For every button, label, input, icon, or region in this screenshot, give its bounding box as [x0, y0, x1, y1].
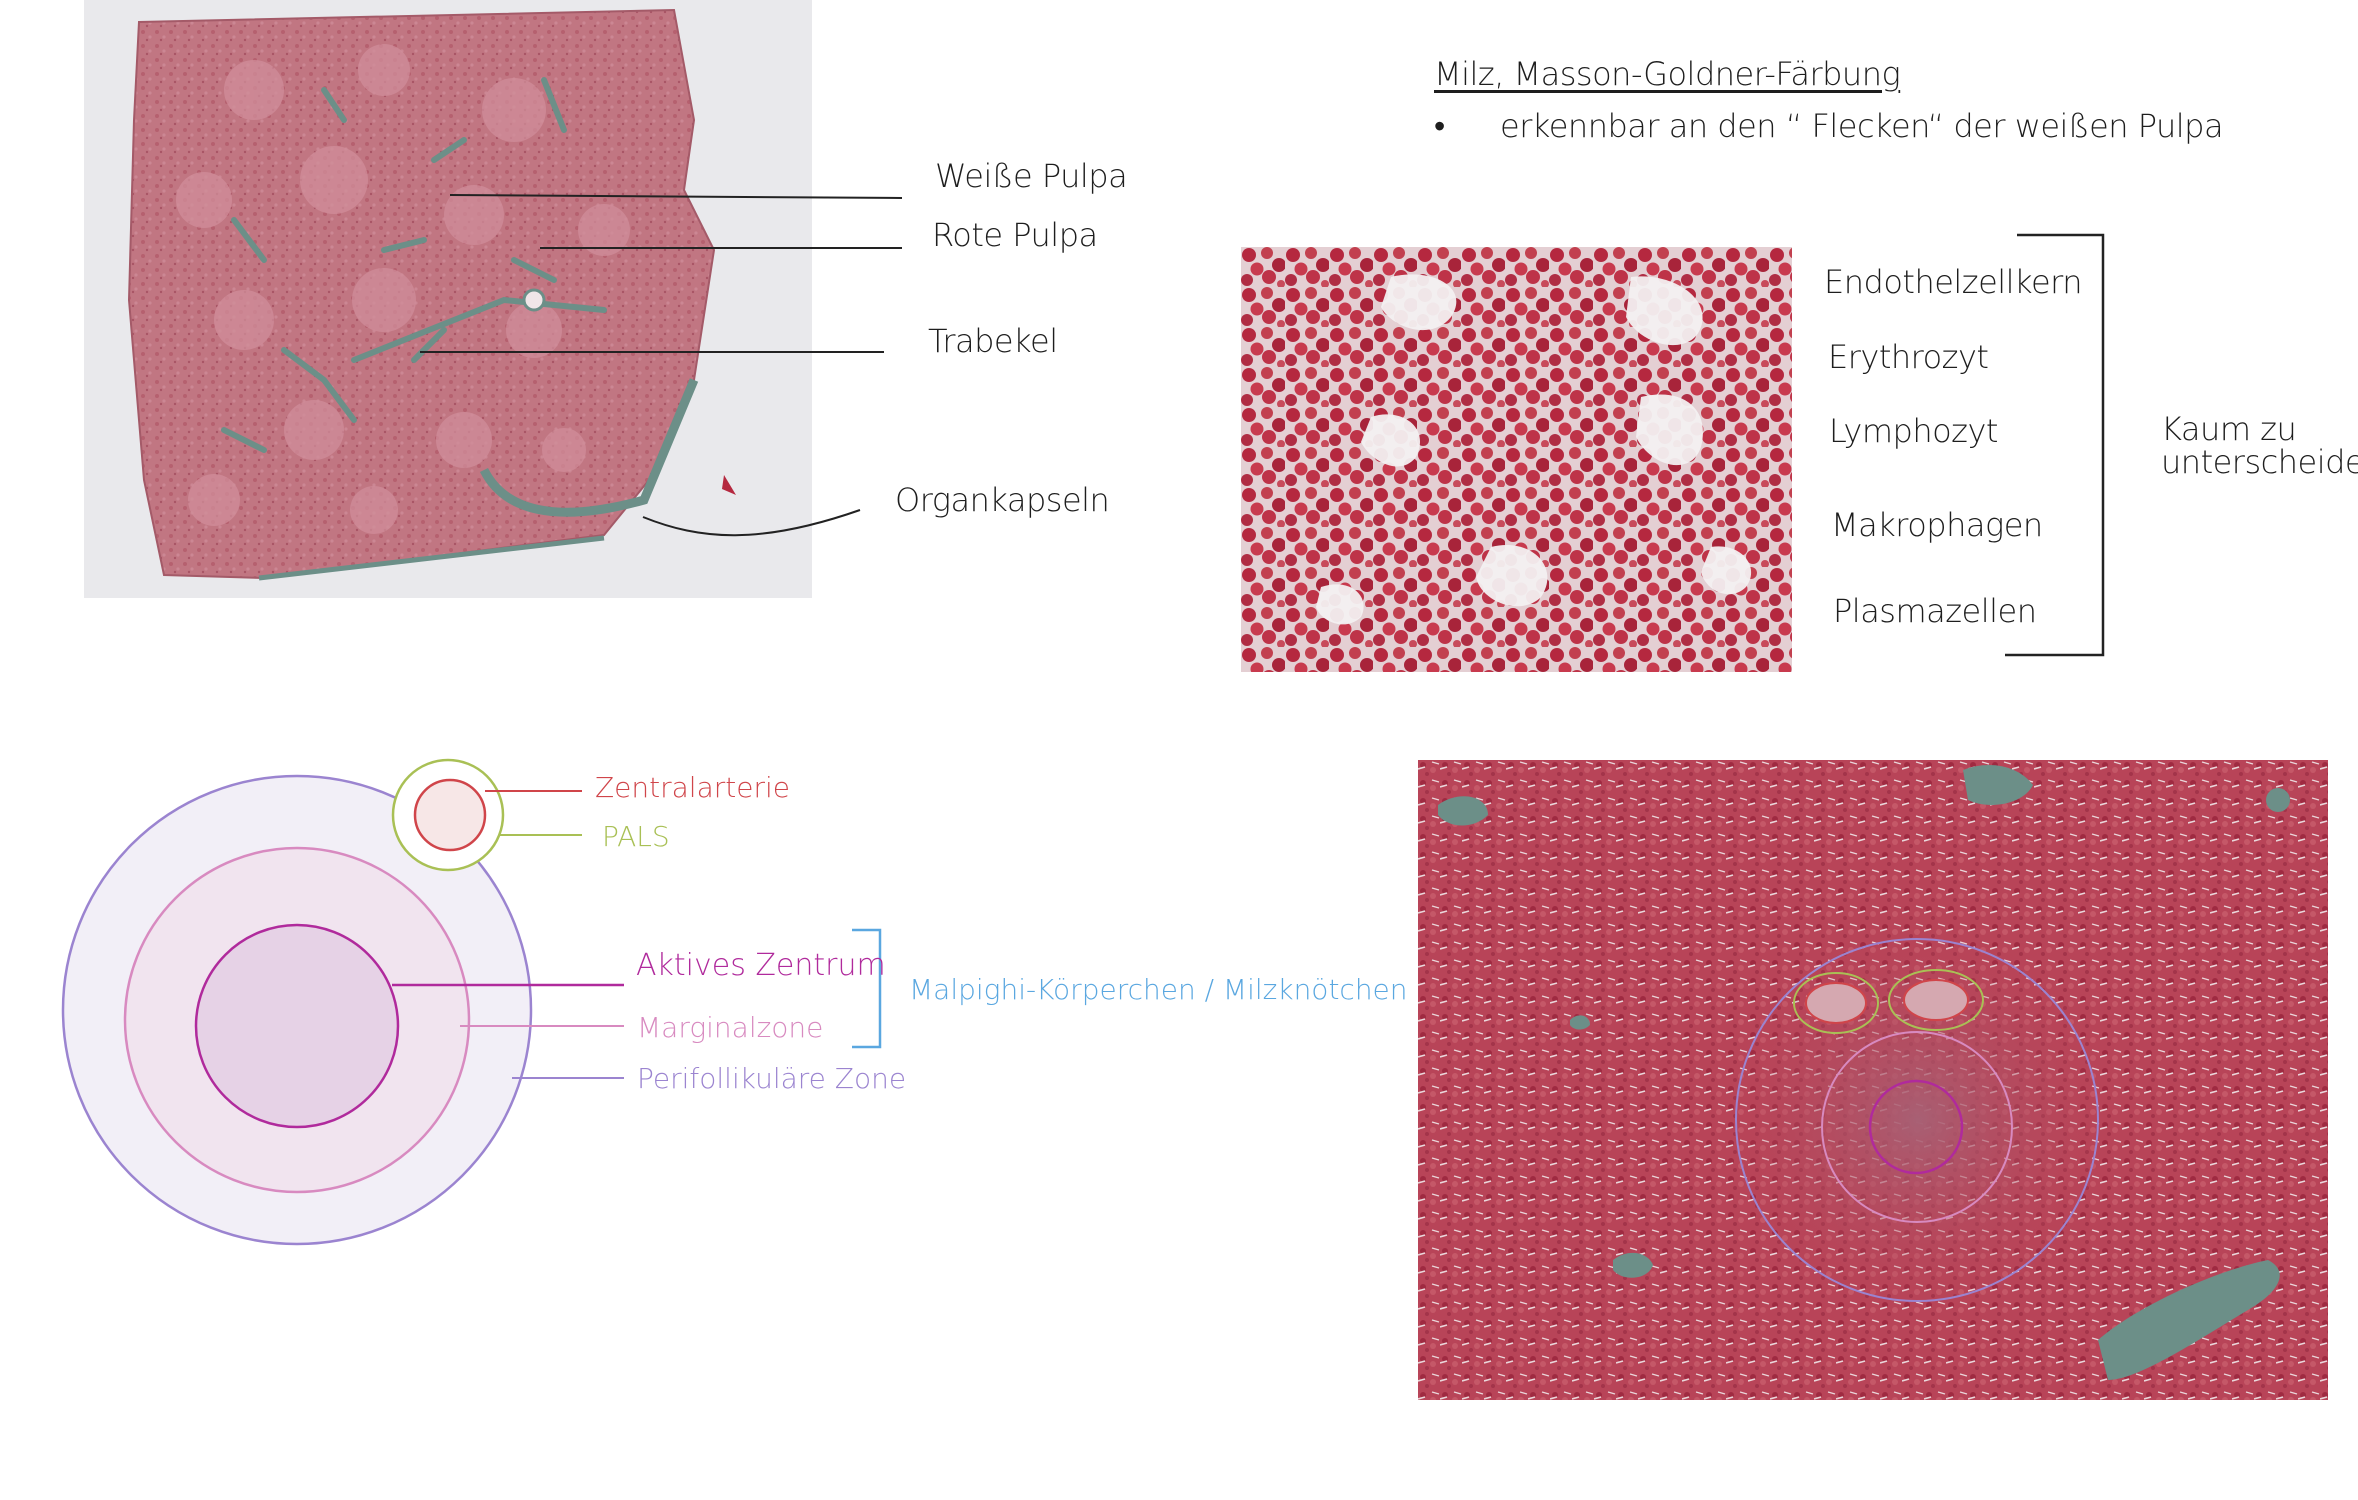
active-center-circle	[194, 923, 400, 1129]
page-title: Milz, Masson-Goldner-Färbung	[1434, 55, 1901, 93]
red-pulp-cells	[1241, 247, 1792, 672]
label-active-center: Aktives Zentrum	[636, 948, 886, 983]
label-trabecula: Trabekel	[928, 322, 1058, 360]
label-pals: PALS	[602, 820, 670, 853]
note-line1: Kaum zu	[2161, 410, 2297, 448]
spleen-overview-tissue	[127, 8, 736, 581]
cell-label-endothelial: Endothelzellkern	[1824, 263, 2083, 301]
cell-label-lymphocyte: Lymphozyt	[1829, 412, 1998, 450]
label-perifollicular-zone: Perifollikuläre Zone	[637, 1062, 907, 1095]
bullet-text: erkennbar an den “ Flecken“ der weißen P…	[1500, 107, 2224, 145]
cell-bracket	[2005, 233, 2105, 657]
bullet-symbol: •	[1434, 107, 1445, 145]
note-line2: unterscheiden	[2161, 443, 2358, 481]
cell-label-macrophage: Makrophagen	[1831, 506, 2043, 544]
malpighi-diagram	[61, 758, 882, 1246]
label-capsule: Organkapseln	[895, 481, 1110, 519]
label-malpighi-group: Malpighi-Körperchen / Milzknötchen	[909, 973, 1408, 1006]
label-marginal-zone: Marginalzone	[637, 1011, 824, 1044]
label-red-pulp: Rote Pulpa	[932, 216, 1098, 254]
label-central-artery: Zentralarterie	[595, 771, 790, 804]
red-pulp-micrograph	[1241, 247, 1792, 672]
cell-label-plasma: Plasmazellen	[1833, 592, 2037, 630]
central-artery-circle	[413, 778, 487, 852]
overview-slide-image	[84, 0, 812, 598]
cell-label-erythrocyte: Erythrozyt	[1828, 338, 1989, 376]
follicle-tissue	[1418, 760, 2328, 1400]
label-white-pulp: Weiße Pulpa	[935, 157, 1128, 195]
follicle-micrograph	[1418, 760, 2328, 1400]
